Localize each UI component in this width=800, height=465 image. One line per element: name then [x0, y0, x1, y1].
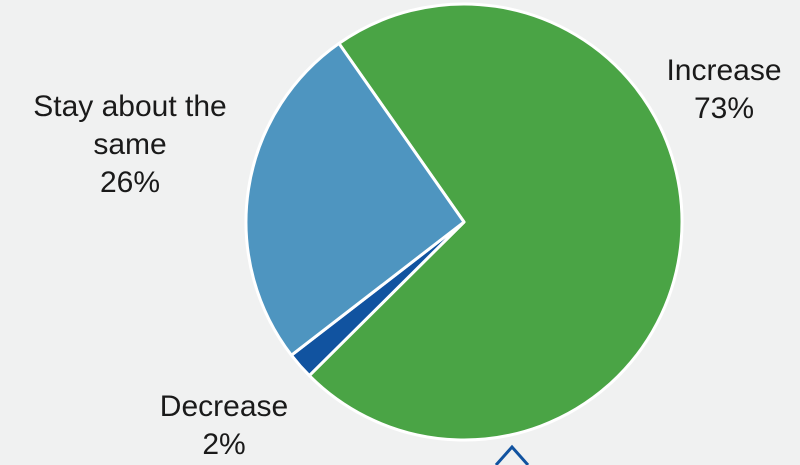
label-decrease: Decrease 2% [138, 388, 310, 464]
label-decrease-line1: Decrease [159, 390, 289, 423]
label-stay-line1: Stay about the [33, 90, 227, 123]
pie-slice-increase [307, 2, 684, 442]
label-decrease-percent: 2% [202, 428, 246, 461]
label-stay-line2: same [93, 128, 167, 161]
label-increase-percent: 73% [693, 92, 755, 125]
label-stay-about-the-same: Stay about the same 26% [4, 88, 256, 202]
label-increase: Increase 73% [648, 52, 800, 128]
pie-slice-stay-about-the-same [244, 41, 466, 357]
label-increase-line1: Increase [666, 54, 782, 87]
label-stay-percent: 26% [99, 166, 161, 199]
